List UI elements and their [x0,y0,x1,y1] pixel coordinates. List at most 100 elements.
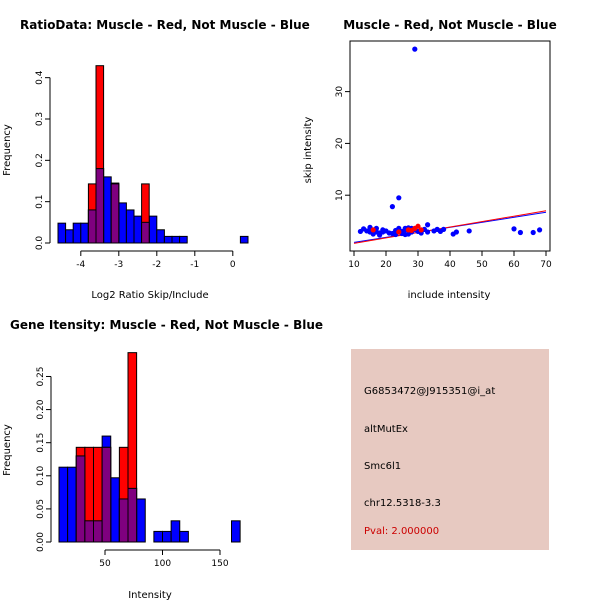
ratio-bar-not-muscle [179,235,188,244]
intensity-bar-not-muscle [153,530,163,543]
intensity-bar-not-muscle [170,520,181,543]
scatter-point-not-muscle [453,229,459,235]
ratio-bar-overlap [110,183,120,244]
probe-id: G6853472@J915351@i_at [364,386,496,397]
intensity-bar-overlap [84,520,94,543]
ratio-x-tick-label: -2 [152,260,161,270]
ratio-bar-not-muscle [133,215,143,244]
scatter-point-not-muscle [517,229,524,236]
scatter-x-tick-label: 10 [348,260,360,270]
scatter-point-muscle [418,227,424,233]
scatter-point-not-muscle [425,229,431,235]
ratio-y-tick-label: 0.3 [35,112,45,126]
ratio-bar-not-muscle [103,176,112,244]
scatter-point-not-muscle [441,226,447,232]
ratio-x-tick-label: -4 [76,260,85,270]
info-panel: G6853472@J915351@i_at altMutEx Smc6l1 ch… [351,349,549,550]
intensity-bar-not-muscle [179,530,189,543]
ratio-title: RatioData: Muscle - Red, Not Muscle - Bl… [20,18,310,32]
ratio-y-tick-label: 0.2 [35,153,45,167]
intensity-bar-overlap [93,520,103,543]
scatter-x-tick-label: 70 [540,260,552,270]
ratio-bar-not-muscle [65,229,74,244]
ratio-x-tick-label: 0 [230,260,236,270]
gene-name: Smc6l1 [364,461,402,472]
ratio-y-tick-label: 0.0 [35,236,45,251]
ratio-bar-not-muscle [148,215,158,244]
intensity-xlabel: Intensity [128,590,172,600]
ratio-x-tick-label: -3 [114,260,123,270]
ratio-bar-not-muscle [239,235,249,244]
ratio-ylabel: Frequency [2,124,13,176]
scatter-point-muscle [415,223,421,229]
intensity-y-tick-label: 0.10 [36,466,46,486]
scatter-x-tick-label: 50 [476,260,488,270]
ratio-bar-not-muscle [118,202,127,244]
intensity-title: Gene Itensity: Muscle - Red, Not Muscle … [10,318,323,332]
scatter-y-tick-label: 10 [335,189,345,201]
intensity-x-tick-label: 150 [211,559,228,569]
scatter-point-muscle [370,227,376,233]
intensity-bar-not-muscle [67,466,77,543]
ratio-bar-not-muscle [125,209,135,244]
scatter-x-tick-label: 40 [444,260,456,270]
ratio-bar-not-muscle [72,222,82,244]
scatter-point-muscle [409,227,415,234]
scatter-point-not-muscle [425,222,431,228]
event-type: altMutEx [364,424,408,435]
ratio-y-tick-label: 0.4 [35,70,45,85]
scatter-point-not-muscle [377,232,383,238]
scatter-x-tick-label: 30 [412,260,424,270]
ratio-bar-overlap [87,209,97,244]
scatter-title: Muscle - Red, Not Muscle - Blue [343,18,557,32]
scatter-point-not-muscle [537,227,543,233]
intensity-y-tick-label: 0.20 [36,399,46,419]
intensity-bar-not-muscle [231,520,241,543]
ratio-bar-not-muscle [80,222,89,244]
scatter-point-muscle [396,229,402,235]
intensity-bar-not-muscle [110,477,120,543]
intensity-bar-overlap [101,446,112,543]
ratio-x-tick-label: -1 [190,260,199,270]
chromosome-location: chr12.5318-3.3 [364,498,441,509]
intensity-ylabel: Frequency [2,424,13,476]
ratio-bar-not-muscle [163,235,173,244]
ratio-bar-not-muscle [57,222,67,244]
scatter-point-not-muscle [511,226,517,232]
intensity-y-tick-label: 0.15 [36,433,46,453]
intensity-bar-overlap [127,487,138,543]
intensity-y-tick-label: 0.25 [36,366,46,386]
intensity-y-tick-label: 0.05 [36,499,46,519]
pval-text: Pval: 2.000000 [364,526,440,537]
intensity-bar-overlap [75,455,86,543]
scatter-y-tick-label: 30 [335,86,345,98]
scatter-point-not-muscle [357,228,363,235]
ratio-bar-overlap [141,221,150,244]
scatter-point-not-muscle [412,46,418,52]
scatter-point-not-muscle [396,225,402,231]
scatter-plot-box [349,40,551,252]
scatter-xlabel: include intensity [408,290,491,301]
intensity-bar-not-muscle [162,530,172,543]
scatter-point-not-muscle [389,204,395,210]
scatter-x-tick-label: 60 [508,260,520,270]
ratio-bar-overlap [95,168,105,244]
intensity-x-tick-label: 100 [154,559,171,569]
scatter-ylabel: skip intensity [303,117,314,184]
ratio-bar-not-muscle [156,229,165,244]
scatter-x-tick-label: 20 [380,260,392,270]
ratio-bar-not-muscle [171,235,181,244]
ratio-xlabel: Log2 Ratio Skip/Include [91,290,208,301]
scatter-point-not-muscle [466,228,472,234]
intensity-bar-not-muscle [136,498,146,543]
ratio-y-tick-label: 0.1 [35,195,45,209]
scatter-y-tick-label: 20 [335,137,345,149]
intensity-bar-overlap [118,498,129,543]
intensity-x-tick-label: 50 [99,559,111,569]
scatter-point-not-muscle [396,195,402,201]
intensity-y-tick-label: 0.00 [36,532,46,552]
intensity-bar-not-muscle [58,466,69,543]
scatter-fit-line [353,210,547,244]
scatter-point-not-muscle [530,229,536,236]
